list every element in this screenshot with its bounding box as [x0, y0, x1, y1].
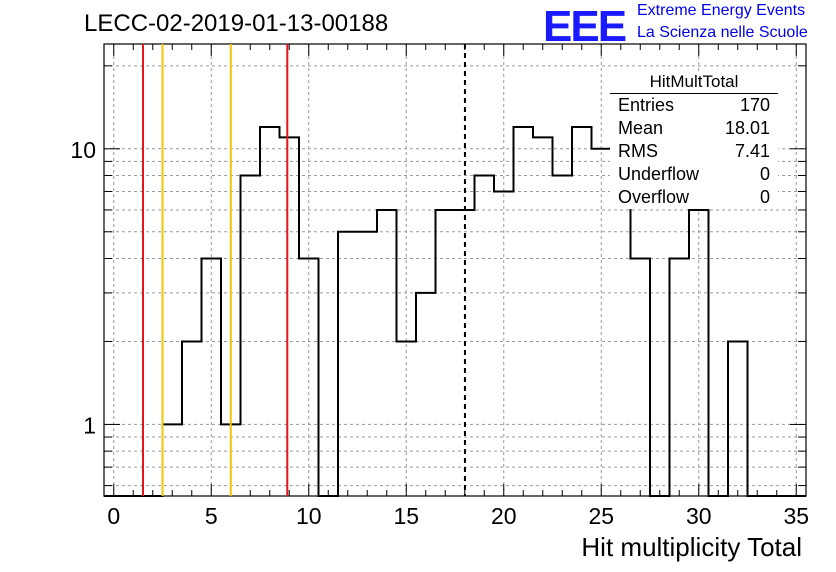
stats-label: Mean: [618, 118, 664, 138]
stats-value: 18.01: [724, 118, 770, 138]
y-tick-label: 1: [83, 412, 96, 438]
stats-value: 7.41: [734, 141, 770, 161]
stats-row-rms: RMS 7.41: [610, 140, 778, 163]
stats-title: HitMultTotal: [610, 72, 778, 94]
histogram-bin: [514, 127, 534, 496]
histogram-bin: [728, 341, 748, 496]
histogram-bin: [572, 127, 592, 496]
eee-logo: EEE: [543, 2, 627, 51]
stats-box: HitMultTotal Entries 170 Mean 18.01 RMS …: [610, 72, 778, 209]
x-tick-label: 0: [107, 503, 120, 529]
histogram-bin: [670, 258, 690, 496]
histogram-bin: [377, 210, 397, 496]
x-tick-label: 15: [393, 503, 419, 529]
stats-row-underflow: Underflow 0: [610, 163, 778, 186]
stats-row-overflow: Overflow 0: [610, 186, 778, 209]
histogram-bin: [631, 258, 651, 496]
histogram-bin: [416, 293, 436, 496]
chart-title: LECC-02-2019-01-13-00188: [84, 10, 389, 37]
logo-tagline-2: La Scienza nelle Scuole: [637, 24, 808, 41]
histogram-bin: [358, 232, 378, 496]
x-tick-label: 20: [491, 503, 517, 529]
stats-value: 0: [759, 164, 770, 184]
y-tick-label: 10: [70, 137, 96, 163]
stats-label: Entries: [618, 95, 675, 115]
logo-tagline-1: Extreme Energy Events: [637, 2, 806, 19]
plot-frame: [103, 43, 807, 497]
stats-row-mean: Mean 18.01: [610, 117, 778, 140]
stats-label: Overflow: [618, 187, 690, 207]
x-tick-label: 5: [205, 503, 218, 529]
stats-row-entries: Entries 170: [610, 94, 778, 117]
histogram-outline: [104, 125, 806, 497]
histogram-bin: [182, 341, 202, 496]
x-tick-label: 30: [686, 503, 712, 529]
stats-label: Underflow: [618, 164, 700, 184]
stats-label: RMS: [618, 141, 658, 161]
x-axis-label: Hit multiplicity Total: [581, 532, 802, 562]
x-tick-label: 10: [296, 503, 322, 529]
histogram-bin: [553, 176, 573, 496]
histogram-bin: [475, 176, 495, 496]
stats-value: 170: [739, 95, 770, 115]
x-tick-label: 25: [588, 503, 614, 529]
histogram-bin: [241, 176, 261, 496]
x-tick-label: 35: [783, 503, 809, 529]
stats-value: 0: [759, 187, 770, 207]
histogram-bin: [338, 232, 358, 496]
histogram-bin: [436, 210, 456, 496]
histogram-bin: [260, 127, 280, 496]
